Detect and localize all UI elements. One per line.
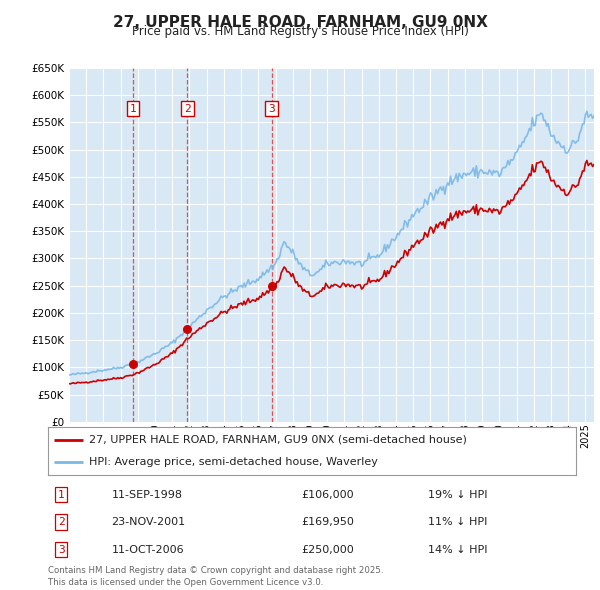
Text: £106,000: £106,000 [301,490,354,500]
Text: £250,000: £250,000 [301,545,354,555]
Point [267,281,277,290]
Text: 14% ↓ HPI: 14% ↓ HPI [428,545,488,555]
Text: HPI: Average price, semi-detached house, Waverley: HPI: Average price, semi-detached house,… [89,457,377,467]
Text: 2: 2 [58,517,65,527]
Text: 1: 1 [130,104,136,113]
Text: £169,950: £169,950 [301,517,355,527]
Text: Contains HM Land Registry data © Crown copyright and database right 2025.
This d: Contains HM Land Registry data © Crown c… [48,566,383,587]
Text: 19% ↓ HPI: 19% ↓ HPI [428,490,488,500]
Text: 11-SEP-1998: 11-SEP-1998 [112,490,182,500]
Text: 2: 2 [184,104,191,113]
Text: 27, UPPER HALE ROAD, FARNHAM, GU9 0NX (semi-detached house): 27, UPPER HALE ROAD, FARNHAM, GU9 0NX (s… [89,435,467,445]
Text: Price paid vs. HM Land Registry's House Price Index (HPI): Price paid vs. HM Land Registry's House … [131,25,469,38]
Text: 1: 1 [58,490,65,500]
Text: 27, UPPER HALE ROAD, FARNHAM, GU9 0NX: 27, UPPER HALE ROAD, FARNHAM, GU9 0NX [113,15,487,30]
Text: 11% ↓ HPI: 11% ↓ HPI [428,517,488,527]
Point [128,359,137,369]
Point [182,324,192,334]
Text: 11-OCT-2006: 11-OCT-2006 [112,545,184,555]
Text: 3: 3 [268,104,275,113]
Text: 23-NOV-2001: 23-NOV-2001 [112,517,185,527]
Text: 3: 3 [58,545,65,555]
